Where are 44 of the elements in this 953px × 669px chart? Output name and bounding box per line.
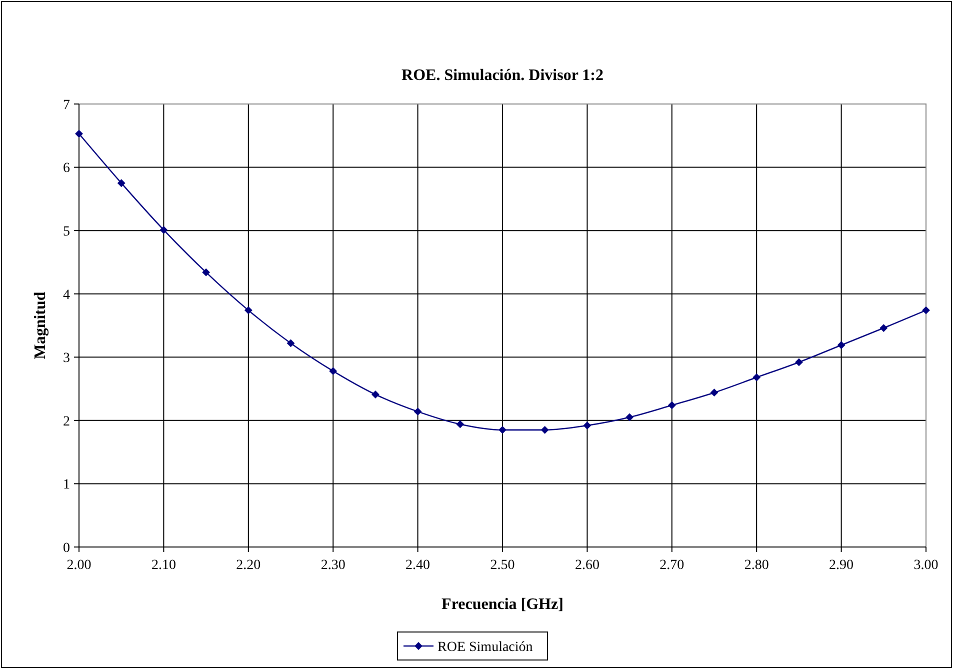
point	[286, 339, 295, 348]
point	[794, 358, 803, 366]
point	[117, 179, 126, 188]
y-tick-label: 2	[63, 414, 70, 430]
y-tick-label: 0	[63, 540, 70, 556]
point	[880, 324, 888, 332]
x-tick-label: 2.30	[320, 558, 346, 573]
x-tick-label: 2.90	[829, 558, 854, 573]
y-tick-label: 7	[63, 98, 70, 113]
x-tick-label: 3.00	[914, 558, 938, 573]
y-tick-label: 1	[63, 478, 70, 493]
point	[456, 420, 464, 428]
point	[583, 422, 592, 430]
y-tick-label: 4	[63, 288, 70, 303]
point	[160, 226, 168, 234]
point	[668, 401, 676, 410]
x-tick-label: 2.20	[236, 558, 261, 573]
x-tick-label: 2.80	[744, 558, 769, 573]
x-axis-title: Frecuencia [GHz]	[442, 596, 564, 613]
x-tick-label: 2.60	[574, 558, 600, 573]
x-tick-label: 2.70	[660, 558, 684, 573]
point	[75, 130, 83, 138]
y-tick-label: 3	[63, 351, 70, 366]
point	[710, 388, 718, 397]
point	[371, 390, 380, 398]
point	[202, 268, 210, 276]
point	[414, 408, 422, 416]
y-tick-label: 6	[63, 161, 70, 176]
x-tick-label: 2.00	[66, 558, 92, 573]
y-tick-label: 5	[63, 224, 70, 240]
y-axis-title: Magnitud	[32, 292, 49, 360]
x-tick-label: 2.10	[151, 558, 176, 573]
point	[626, 413, 634, 422]
point	[498, 426, 506, 434]
point	[329, 367, 338, 376]
x-tick-label: 2.40	[406, 558, 430, 573]
point	[540, 426, 549, 434]
x-tick-label: 2.50	[490, 558, 515, 573]
point	[922, 306, 930, 314]
point	[752, 373, 761, 382]
chart-title: ROE. Simulación. Divisor 1:2	[402, 67, 604, 84]
point	[244, 306, 252, 314]
point	[837, 341, 846, 350]
legend-label: ROE Simulación	[438, 640, 533, 655]
